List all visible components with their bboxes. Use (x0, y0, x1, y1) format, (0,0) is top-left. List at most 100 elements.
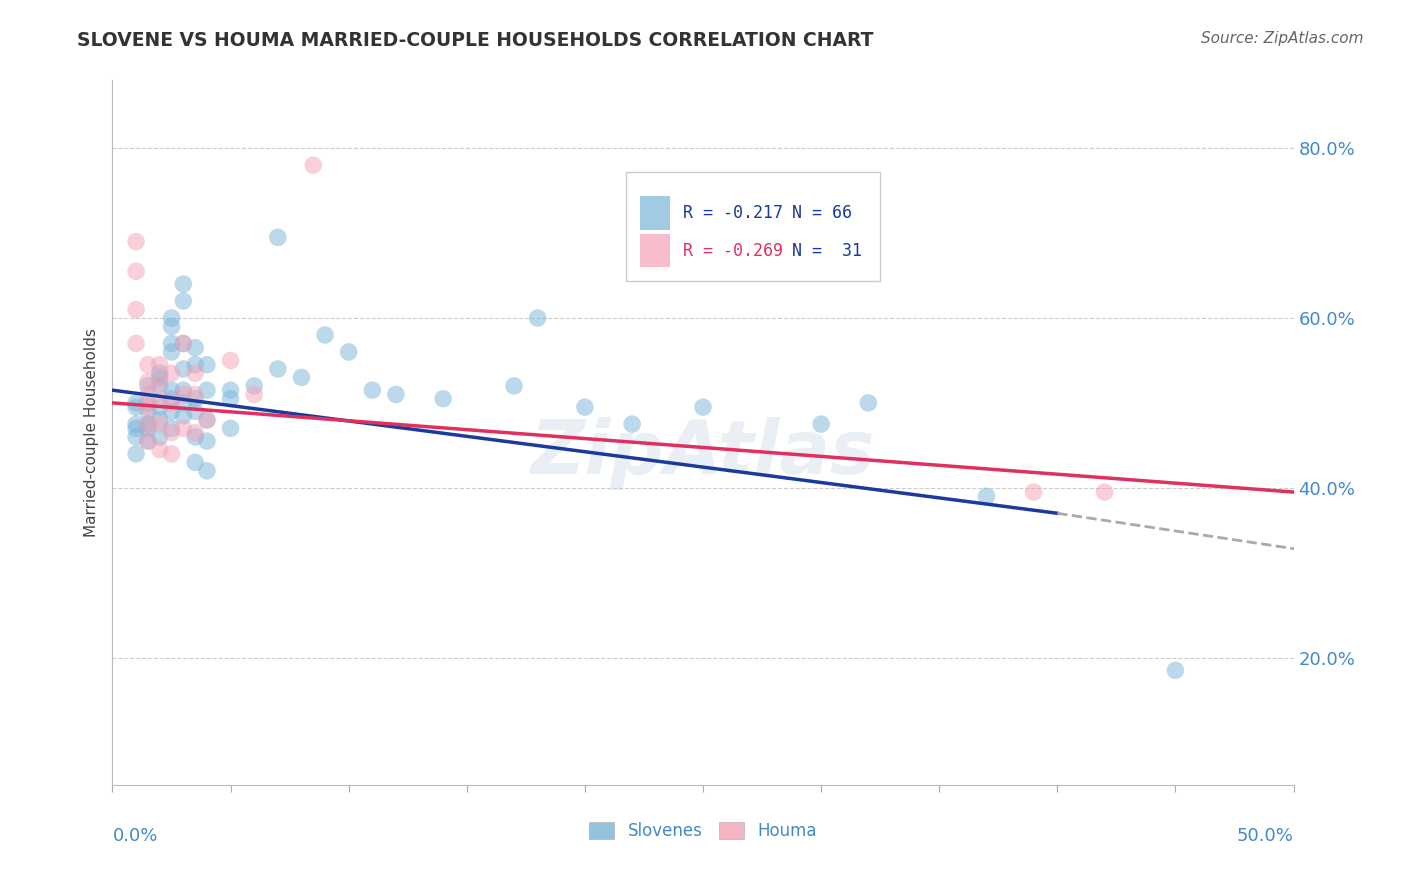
Point (172, 383, 194, 397)
Text: N = 66: N = 66 (792, 204, 852, 222)
Point (692, 400, 714, 414)
Point (136, 396, 159, 410)
Point (136, 387, 159, 401)
Point (160, 319, 183, 334)
Point (267, 362, 290, 376)
Point (125, 421, 148, 435)
Point (136, 417, 159, 431)
Point (136, 434, 159, 449)
Point (184, 425, 207, 440)
Point (160, 366, 183, 380)
Point (125, 417, 148, 431)
Point (184, 392, 207, 406)
Point (160, 425, 183, 440)
Point (172, 409, 194, 423)
Point (219, 383, 242, 397)
Point (243, 387, 266, 401)
Point (219, 353, 242, 368)
Point (125, 264, 148, 278)
Point (361, 383, 384, 397)
Point (136, 375, 159, 389)
Point (195, 383, 218, 397)
Point (160, 345, 183, 359)
Text: ZipAtlas: ZipAtlas (530, 417, 876, 491)
Point (1022, 485, 1045, 500)
Point (243, 379, 266, 393)
Point (149, 379, 172, 393)
Point (160, 447, 183, 461)
Point (1094, 485, 1116, 500)
Point (136, 400, 159, 414)
Point (219, 392, 242, 406)
Point (184, 430, 207, 444)
Point (195, 413, 218, 427)
Point (219, 421, 242, 435)
Point (184, 404, 207, 418)
Point (136, 417, 159, 431)
Point (149, 370, 172, 384)
Point (810, 252, 832, 266)
Point (125, 336, 148, 351)
Text: R = -0.217: R = -0.217 (683, 204, 783, 222)
Point (621, 417, 644, 431)
Point (125, 400, 148, 414)
Point (160, 404, 183, 418)
Point (574, 400, 596, 414)
Point (1164, 664, 1187, 678)
Y-axis label: Married-couple Households: Married-couple Households (84, 328, 100, 537)
Point (160, 336, 183, 351)
Point (184, 358, 207, 372)
Point (149, 366, 172, 380)
Point (810, 417, 832, 431)
Point (125, 302, 148, 317)
Point (136, 404, 159, 418)
Point (149, 400, 172, 414)
Point (314, 328, 336, 343)
Point (136, 379, 159, 393)
Point (195, 358, 218, 372)
Point (125, 447, 148, 461)
Point (125, 396, 148, 410)
Point (136, 358, 159, 372)
Point (172, 277, 194, 291)
Point (195, 464, 218, 478)
Point (149, 358, 172, 372)
Point (184, 366, 207, 380)
Legend: Slovenes, Houma: Slovenes, Houma (582, 815, 824, 847)
Point (172, 293, 194, 308)
Point (172, 387, 194, 401)
Point (290, 370, 312, 384)
Text: SLOVENE VS HOUMA MARRIED-COUPLE HOUSEHOLDS CORRELATION CHART: SLOVENE VS HOUMA MARRIED-COUPLE HOUSEHOL… (77, 31, 875, 50)
Point (125, 430, 148, 444)
Text: Source: ZipAtlas.com: Source: ZipAtlas.com (1201, 31, 1364, 46)
Point (149, 392, 172, 406)
Point (160, 311, 183, 326)
Point (195, 434, 218, 449)
Point (160, 383, 183, 397)
Point (172, 421, 194, 435)
Point (149, 413, 172, 427)
Point (184, 387, 207, 401)
Point (302, 158, 325, 172)
Point (172, 336, 194, 351)
Point (136, 421, 159, 435)
Point (337, 345, 360, 359)
Point (149, 375, 172, 389)
Text: 0.0%: 0.0% (112, 827, 157, 846)
Point (184, 341, 207, 355)
Point (432, 392, 454, 406)
Point (172, 336, 194, 351)
Point (184, 455, 207, 469)
Point (976, 489, 998, 503)
Point (195, 413, 218, 427)
Point (267, 230, 290, 244)
Point (858, 396, 880, 410)
Bar (626, 172, 880, 281)
Bar (640, 196, 669, 230)
Text: R = -0.269: R = -0.269 (683, 242, 783, 260)
Point (149, 417, 172, 431)
Point (149, 442, 172, 457)
Point (149, 430, 172, 444)
Point (172, 396, 194, 410)
Point (526, 311, 548, 326)
